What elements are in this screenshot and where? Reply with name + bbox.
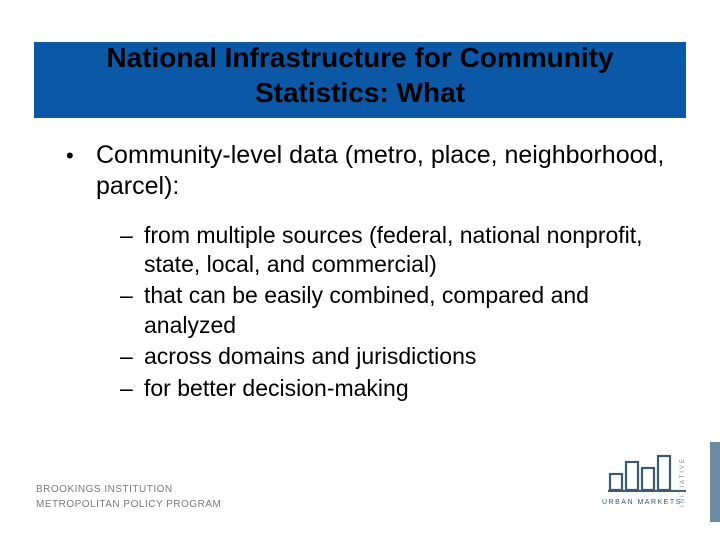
bullet-level-1: Community-level data (metro, place, neig… <box>66 140 680 203</box>
logo-text-side: INITIATIVE <box>680 457 686 507</box>
sub-bullet-text: from multiple sources (federal, national… <box>144 221 680 280</box>
sub-bullet-text: that can be easily combined, compared an… <box>144 281 680 340</box>
bullet-level-2: that can be easily combined, compared an… <box>120 281 680 340</box>
bullet-text: Community-level data (metro, place, neig… <box>96 140 680 203</box>
bullet-dash-icon <box>120 281 144 340</box>
urban-markets-icon <box>608 454 686 492</box>
sub-bullet-text: for better decision-making <box>144 374 409 403</box>
footer-line-1: BROOKINGS INSTITUTION <box>36 482 221 497</box>
bullet-dash-icon <box>120 374 144 403</box>
footer-institution: BROOKINGS INSTITUTION METROPOLITAN POLIC… <box>36 482 221 512</box>
slide-content: Community-level data (metro, place, neig… <box>66 140 680 405</box>
bullet-dot-icon <box>66 140 96 203</box>
bullet-dash-icon <box>120 221 144 280</box>
footer-logo: URBAN MARKETS INITIATIVE <box>600 442 720 522</box>
bullet-level-2: for better decision-making <box>120 374 680 403</box>
sub-bullet-list: from multiple sources (federal, national… <box>120 221 680 404</box>
logo-side: INITIATIVE <box>702 442 720 522</box>
logo-text-bottom: URBAN MARKETS <box>602 499 682 506</box>
bullet-dash-icon <box>120 342 144 371</box>
sub-bullet-text: across domains and jurisdictions <box>144 342 476 371</box>
slide-title: National Infrastructure for Community St… <box>0 40 720 110</box>
logo-stripe <box>710 442 720 522</box>
bullet-level-2: from multiple sources (federal, national… <box>120 221 680 280</box>
footer-line-2: METROPOLITAN POLICY PROGRAM <box>36 497 221 512</box>
bullet-level-2: across domains and jurisdictions <box>120 342 680 371</box>
